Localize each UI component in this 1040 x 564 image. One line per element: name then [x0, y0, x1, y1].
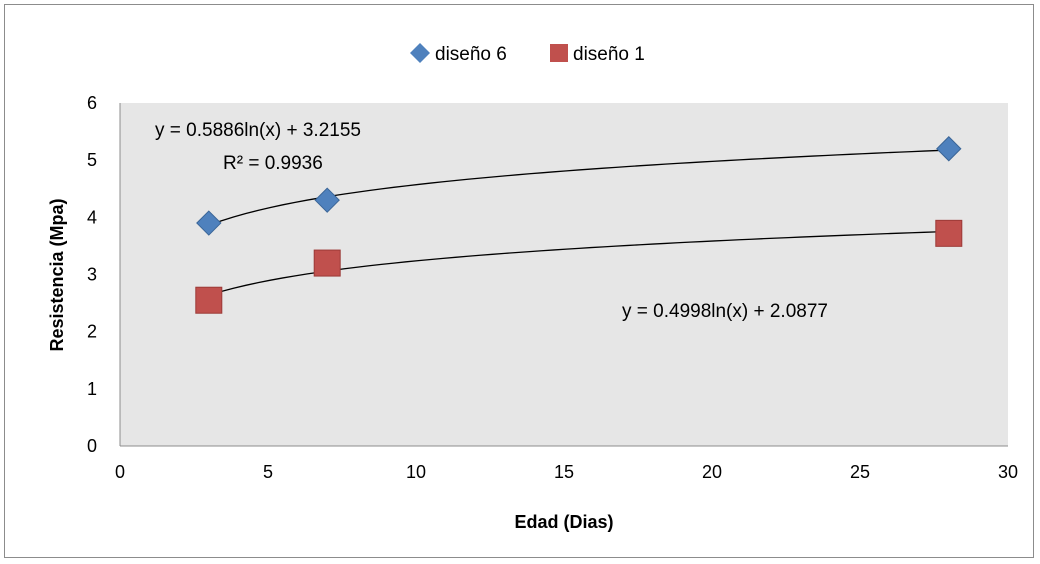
y-axis-title: Resistencia (Mpa): [47, 198, 67, 351]
legend-label-diseno-6: diseño 6: [435, 44, 507, 65]
x-tick-label: 15: [554, 462, 574, 482]
x-tick-label: 25: [850, 462, 870, 482]
trendline-equation-diseno-1: y = 0.4998ln(x) + 2.0877: [622, 301, 828, 322]
y-tick-label: 1: [87, 379, 97, 399]
y-tick-label: 3: [87, 265, 97, 285]
y-tick-label: 0: [87, 436, 97, 456]
data-points: [195, 136, 963, 314]
point-diseno-1: [935, 219, 963, 247]
y-ticks: 0 1 2 3 4 5 6: [87, 93, 97, 456]
point-diseno-1: [313, 249, 341, 277]
y-tick-label: 6: [87, 93, 97, 113]
chart-svg: diseño 6 diseño 1 0 5 10 15 20 25 30 0 1 2 3 4 5 6 y…: [47, 43, 1018, 532]
trendline-r2-diseno-6: R² = 0.9936: [223, 153, 323, 174]
y-tick-label: 2: [87, 322, 97, 342]
chart-frame: diseño 6 diseño 1 0 5 10 15 20 25 30 0 1 2 3 4 5 6 y…: [4, 4, 1034, 558]
x-tick-label: 10: [406, 462, 426, 482]
x-tick-label: 20: [702, 462, 722, 482]
point-diseno-1: [195, 286, 223, 314]
point-diseno-6: [196, 210, 222, 236]
x-tick-label: 30: [998, 462, 1018, 482]
x-ticks: 0 5 10 15 20 25 30: [115, 462, 1018, 482]
point-diseno-6: [936, 136, 962, 162]
x-axis-title: Edad (Dias): [514, 512, 613, 532]
y-tick-label: 5: [87, 150, 97, 170]
legend-label-diseno-1: diseño 1: [573, 44, 645, 65]
trendline-equation-diseno-6: y = 0.5886ln(x) + 3.2155: [155, 120, 361, 141]
legend: diseño 6 diseño 1: [410, 43, 645, 65]
y-tick-label: 4: [87, 207, 97, 227]
x-tick-label: 5: [263, 462, 273, 482]
plot-area: [120, 103, 1008, 446]
point-diseno-6: [314, 187, 340, 213]
legend-marker-diseno-1: [550, 44, 568, 62]
x-tick-label: 0: [115, 462, 125, 482]
legend-marker-diseno-6: [410, 43, 430, 63]
